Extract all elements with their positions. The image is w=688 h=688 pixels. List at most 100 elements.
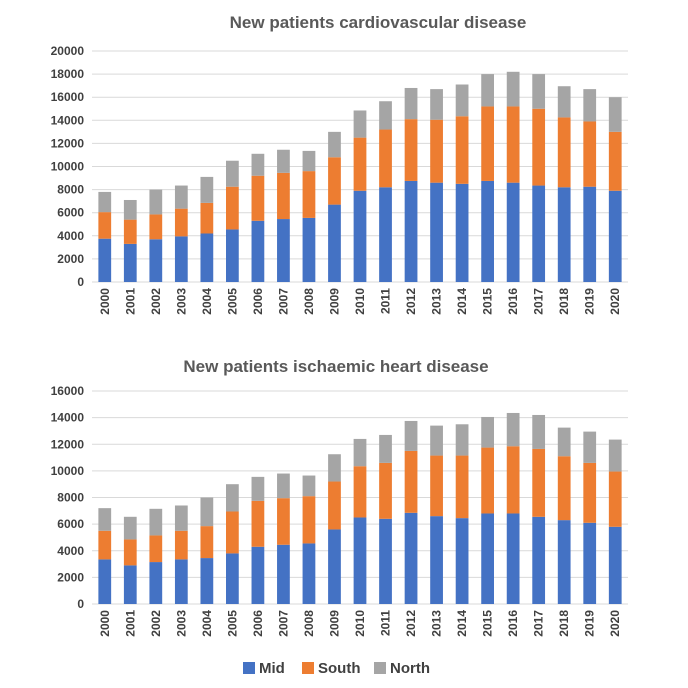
legend-label-mid: Mid <box>259 660 285 677</box>
bar-south-2019 <box>583 121 597 187</box>
bar-mid-2018 <box>557 520 571 604</box>
bar-south-2017 <box>532 108 546 186</box>
x-tick-label: 2011 <box>379 288 393 314</box>
bar-south-2014 <box>455 116 469 184</box>
bar-south-2007 <box>277 498 290 545</box>
legend: Mid South North <box>243 660 430 677</box>
bar-south-2015 <box>481 106 494 181</box>
x-tick-label: 2015 <box>481 610 495 637</box>
bar-mid-2012 <box>404 512 418 604</box>
bar-south-2011 <box>379 462 392 519</box>
bar-mid-2001 <box>123 565 137 604</box>
bar-south-2010 <box>353 137 367 191</box>
y-tick-label: 2000 <box>57 252 84 266</box>
bar-north-2002 <box>149 508 163 536</box>
x-tick-label: 2005 <box>225 288 239 315</box>
bar-north-2016 <box>506 71 520 107</box>
bar-mid-2002 <box>149 562 163 604</box>
bar-south-2013 <box>430 455 443 517</box>
bar-north-2017 <box>532 74 546 109</box>
bar-south-2002 <box>149 535 163 563</box>
x-tick-label: 2013 <box>430 288 444 315</box>
bar-mid-2006 <box>251 220 265 282</box>
bar-north-2006 <box>251 153 265 176</box>
bar-north-2020 <box>608 97 622 132</box>
bar-mid-2010 <box>353 190 367 282</box>
bar-mid-2002 <box>149 239 163 282</box>
y-tick-label: 4000 <box>57 229 84 243</box>
bar-south-2010 <box>353 466 367 518</box>
x-tick-label: 2004 <box>200 288 214 315</box>
bar-south-2000 <box>98 530 112 560</box>
bar-south-2016 <box>506 106 520 183</box>
bar-south-2020 <box>608 131 622 191</box>
y-tick-label: 8000 <box>57 183 84 197</box>
y-tick-label: 16000 <box>51 90 85 104</box>
bar-south-2009 <box>328 157 341 205</box>
x-tick-label: 2017 <box>532 610 546 637</box>
y-tick-label: 2000 <box>57 570 84 584</box>
bar-south-2009 <box>328 481 341 530</box>
x-tick-label: 2007 <box>276 610 290 637</box>
bar-mid-2020 <box>608 526 622 604</box>
bar-north-2002 <box>149 189 163 215</box>
chart-ischaemic: New patients ischaemic heart disease 0 20… <box>51 357 628 637</box>
bar-south-2020 <box>608 471 622 527</box>
bar-mid-2005 <box>226 553 239 604</box>
y-tick-label: 10000 <box>51 160 85 174</box>
x-tick-label: 2020 <box>608 288 622 315</box>
bar-north-2009 <box>328 454 341 482</box>
bar-mid-2011 <box>379 187 392 282</box>
bar-south-2001 <box>123 539 137 566</box>
bar-north-2015 <box>481 74 494 107</box>
y-tick-label: 6000 <box>57 206 84 220</box>
y-tick-label: 16000 <box>51 384 85 398</box>
bar-south-2013 <box>430 119 443 183</box>
bar-mid-2008 <box>302 543 316 604</box>
legend-swatch-north <box>374 662 386 674</box>
bar-north-2013 <box>430 425 443 456</box>
bar-north-2014 <box>455 424 469 456</box>
x-tick-label: 2012 <box>404 610 418 637</box>
x-tick-label: 2015 <box>481 288 495 315</box>
x-tick-label: 2018 <box>557 288 571 315</box>
bar-north-2006 <box>251 476 265 501</box>
x-tick-label: 2003 <box>174 610 188 637</box>
bar-north-2000 <box>98 191 112 213</box>
x-tick-label: 2002 <box>149 610 163 637</box>
x-tick-label: 2001 <box>123 288 137 315</box>
bar-south-2000 <box>98 212 112 239</box>
bar-north-2003 <box>174 505 188 531</box>
x-tick-label: 2006 <box>251 288 265 315</box>
bar-north-2019 <box>583 89 597 122</box>
bar-north-2011 <box>379 101 392 130</box>
bar-south-2018 <box>557 117 571 188</box>
bar-south-2004 <box>200 202 214 234</box>
x-tick-label: 2010 <box>353 288 367 315</box>
bar-north-2019 <box>583 431 597 463</box>
bar-north-2012 <box>404 420 418 451</box>
bar-north-2008 <box>302 150 316 172</box>
y-tick-label: 6000 <box>57 517 84 531</box>
y-tick-label: 10000 <box>51 464 85 478</box>
x-axis-ticks: 2000 2001 2002 2003 2004 2005 2006 2007 2008 2009… <box>98 288 622 315</box>
bar-mid-2009 <box>328 204 341 282</box>
x-tick-label: 2005 <box>225 610 239 637</box>
bar-north-2003 <box>174 185 188 209</box>
bar-mid-2003 <box>174 559 188 604</box>
y-tick-label: 12000 <box>51 136 85 150</box>
x-tick-label: 2009 <box>327 610 341 637</box>
bar-mid-2013 <box>430 182 443 282</box>
x-tick-label: 2000 <box>98 610 112 637</box>
bar-south-2005 <box>226 186 239 230</box>
x-tick-label: 2018 <box>557 610 571 637</box>
bar-north-2001 <box>123 199 137 220</box>
bar-mid-2019 <box>583 186 597 282</box>
bar-north-2014 <box>455 84 469 117</box>
x-tick-label: 2011 <box>379 610 393 636</box>
bar-north-2012 <box>404 87 418 120</box>
bar-south-2012 <box>404 450 418 513</box>
bar-mid-2019 <box>583 522 597 604</box>
x-tick-label: 2014 <box>455 288 469 315</box>
bar-north-2004 <box>200 497 214 527</box>
